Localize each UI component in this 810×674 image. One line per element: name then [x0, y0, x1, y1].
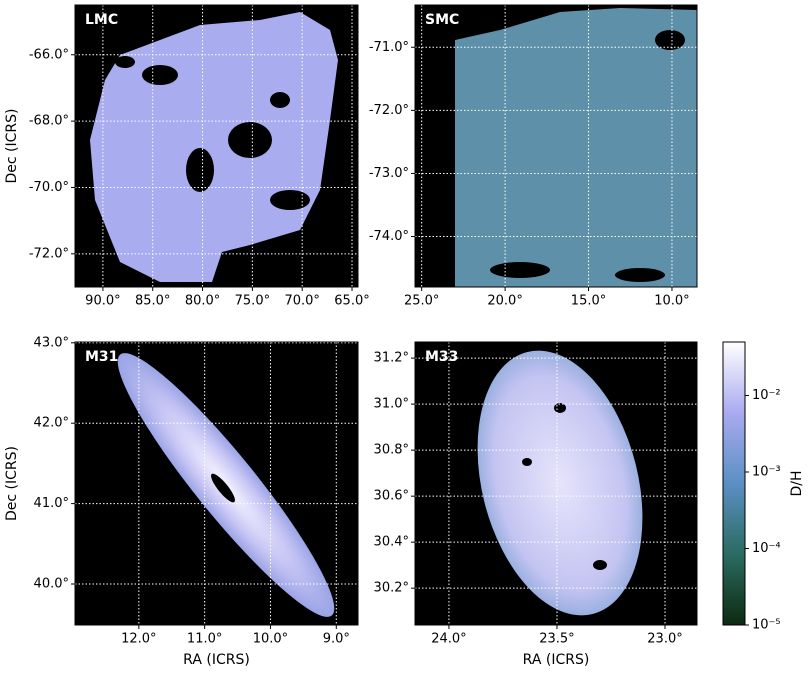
- y-tick-label: 43.0°: [34, 335, 69, 350]
- y-tick-label: -74.0°: [369, 229, 409, 244]
- y-tick-label: 30.2°: [374, 581, 409, 596]
- panel-title: M33: [425, 349, 458, 365]
- m31-hole: [211, 473, 235, 503]
- x-tick-label: 20.0°: [487, 294, 522, 309]
- colorbar-label: D/H: [789, 470, 805, 496]
- y-tick-label: -66.0°: [29, 47, 69, 62]
- x-tick-label: 65.0°: [334, 294, 369, 309]
- x-tick-label: 70.0°: [284, 294, 319, 309]
- colorbar-tick-label: 10⁻²: [752, 388, 781, 403]
- x-tick-label: 75.0°: [235, 294, 270, 309]
- axes-frame: [414, 4, 698, 288]
- lmc-holes: [115, 56, 310, 210]
- x-tick-label: 12.0°: [121, 632, 156, 647]
- y-axis-label: Dec (ICRS): [4, 109, 20, 184]
- y-tick-label: 40.0°: [34, 576, 69, 591]
- axes-frame: [414, 341, 698, 626]
- y-axis-label: Dec (ICRS): [4, 446, 20, 521]
- x-tick-label: 9.0°: [323, 632, 350, 647]
- y-tick-label: -73.0°: [369, 166, 409, 181]
- m33-map: [477, 350, 643, 616]
- panel-title: LMC: [85, 12, 118, 28]
- x-tick-label: 10.0°: [253, 632, 288, 647]
- y-tick-label: 42.0°: [34, 416, 69, 431]
- x-axis-label: RA (ICRS): [183, 652, 250, 668]
- y-tick-label: -70.0°: [29, 180, 69, 195]
- x-tick-label: 90.0°: [85, 294, 120, 309]
- y-tick-label: -72.0°: [29, 246, 69, 261]
- panel-title: SMC: [425, 12, 459, 28]
- x-tick-label: 25.0°: [404, 294, 439, 309]
- y-tick-label: -71.0°: [369, 40, 409, 55]
- panel-images: [75, 5, 746, 626]
- x-tick-label: 80.0°: [185, 294, 220, 309]
- y-tick-label: -68.0°: [29, 114, 69, 129]
- x-tick-label: 11.0°: [187, 632, 222, 647]
- panel-title: M31: [85, 349, 118, 365]
- x-tick-label: 15.0°: [571, 294, 606, 309]
- x-tick-label: 85.0°: [135, 294, 170, 309]
- y-tick-label: 30.8°: [374, 443, 409, 458]
- y-tick-label: 41.0°: [34, 496, 69, 511]
- axes-frame: [74, 4, 359, 288]
- y-tick-label: 30.4°: [374, 535, 409, 550]
- y-tick-label: 31.0°: [374, 397, 409, 412]
- y-tick-label: 31.2°: [374, 351, 409, 366]
- x-tick-label: 24.0°: [431, 632, 466, 647]
- x-axis-label: RA (ICRS): [523, 652, 590, 668]
- smc-map: [455, 8, 697, 287]
- y-tick-label: 30.6°: [374, 489, 409, 504]
- axes-frame: [74, 341, 359, 626]
- x-tick-label: 10.0°: [654, 294, 689, 309]
- colorbar-tick-label: 10⁻³: [752, 464, 781, 479]
- x-tick-label: 23.5°: [539, 632, 574, 647]
- colorbar-tick-label: 10⁻⁵: [752, 618, 781, 633]
- x-tick-label: 23.0°: [647, 632, 682, 647]
- smc-holes: [490, 30, 685, 282]
- y-tick-label: -72.0°: [369, 103, 409, 118]
- colorbar: [722, 341, 746, 626]
- colorbar-tick-label: 10⁻⁴: [752, 541, 781, 556]
